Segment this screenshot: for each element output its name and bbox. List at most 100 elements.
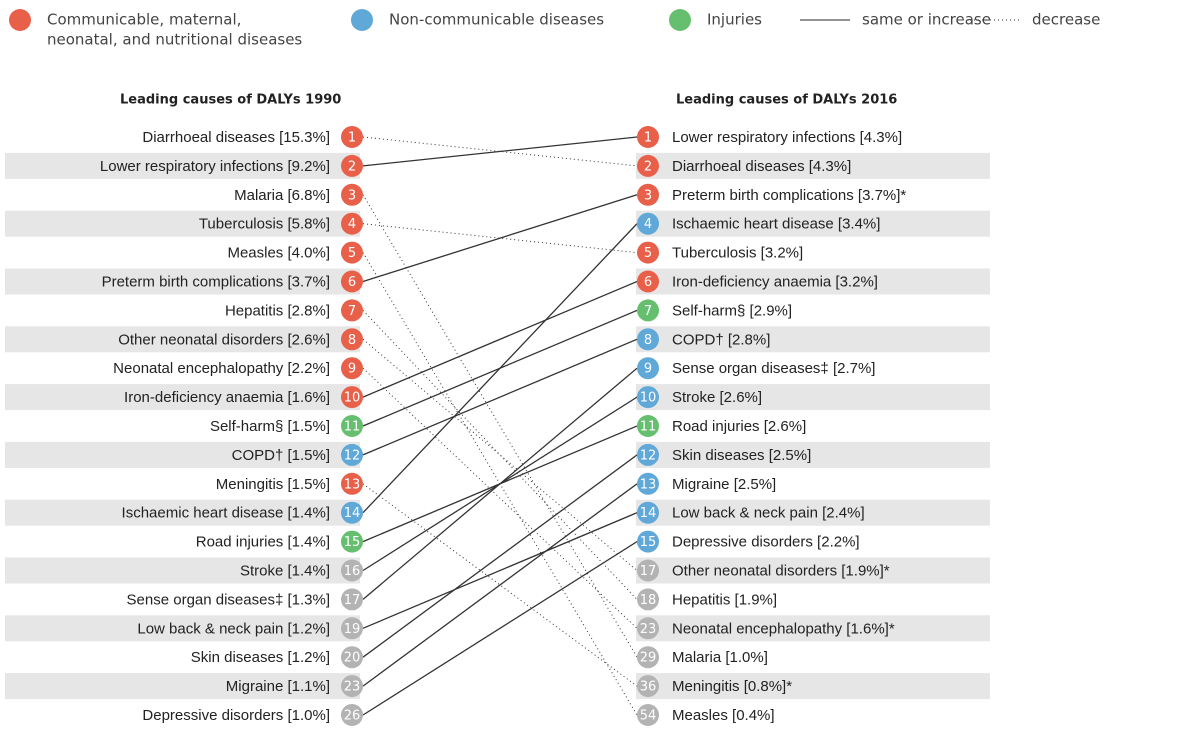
rank-number: 14 bbox=[640, 506, 657, 521]
row-stripe bbox=[5, 152, 360, 179]
row-stripe bbox=[5, 326, 360, 353]
row-label: Low back & neck pain [1.2%] bbox=[137, 620, 330, 637]
rank-badge bbox=[637, 704, 659, 726]
rank-number: 3 bbox=[348, 188, 356, 203]
rank-number: 15 bbox=[640, 535, 657, 550]
rank-badge bbox=[341, 415, 363, 437]
rank-number: 20 bbox=[344, 651, 361, 666]
rank-badge bbox=[341, 501, 363, 524]
rank-number: 11 bbox=[344, 420, 361, 435]
row-label: Stroke [1.4%] bbox=[240, 562, 330, 579]
row-stripe bbox=[5, 441, 360, 468]
row-label: Other neonatal disorders [2.6%] bbox=[118, 331, 330, 348]
row-label: Other neonatal disorders [1.9%]* bbox=[672, 562, 890, 579]
links bbox=[362, 136, 638, 716]
rank-badge bbox=[637, 530, 659, 553]
row-label: Sense organ diseases‡ [1.3%] bbox=[127, 591, 330, 608]
rank-number: 8 bbox=[348, 333, 356, 348]
rank-number: 54 bbox=[640, 709, 657, 724]
rank-number: 13 bbox=[640, 477, 657, 492]
row-stripe bbox=[636, 441, 990, 468]
row-stripe bbox=[5, 673, 360, 700]
row-label: Self-harm§ [1.5%] bbox=[210, 418, 330, 435]
row-stripe bbox=[636, 384, 990, 411]
row-label: Preterm birth complications [3.7%] bbox=[102, 273, 330, 290]
rank-number: 8 bbox=[644, 333, 652, 348]
rank-badge bbox=[341, 154, 363, 177]
row-stripe bbox=[636, 615, 990, 642]
rank-number: 2 bbox=[644, 159, 652, 174]
row-label: Lower respiratory infections [9.2%] bbox=[100, 158, 330, 175]
rank-badge bbox=[341, 126, 363, 148]
rank-badge bbox=[637, 183, 659, 206]
link bbox=[362, 454, 638, 658]
row-label: Sense organ diseases‡ [2.7%] bbox=[672, 360, 875, 377]
rank-badge bbox=[341, 270, 363, 293]
row-stripe bbox=[5, 499, 360, 526]
rank-number: 1 bbox=[348, 131, 356, 146]
rank-badge bbox=[341, 299, 363, 322]
row-label: Self-harm§ [2.9%] bbox=[672, 302, 792, 319]
rank-badge bbox=[637, 415, 659, 437]
rank-badge bbox=[637, 212, 659, 235]
legend-label: decrease bbox=[1032, 11, 1100, 29]
rank-badge bbox=[637, 675, 659, 698]
row-stripe bbox=[636, 673, 990, 700]
row-label: Lower respiratory infections [4.3%] bbox=[672, 129, 902, 146]
row-label: Meningitis [0.8%]* bbox=[672, 678, 792, 695]
row-stripe bbox=[636, 557, 990, 584]
row-label: Neonatal encephalopathy [1.6%]* bbox=[672, 620, 895, 637]
rank-badge bbox=[341, 328, 363, 351]
row-stripe bbox=[636, 326, 990, 353]
row-label: Ischaemic heart disease [1.4%] bbox=[122, 505, 330, 522]
rank-badge bbox=[341, 443, 363, 466]
row-stripe bbox=[636, 152, 990, 179]
row-label: Meningitis [1.5%] bbox=[216, 476, 330, 493]
row-label: Tuberculosis [5.8%] bbox=[199, 216, 330, 233]
rank-number: 10 bbox=[344, 391, 361, 406]
link bbox=[362, 512, 638, 629]
rank-badge bbox=[341, 212, 363, 235]
row-label: Road injuries [2.6%] bbox=[672, 418, 806, 435]
legend-swatch bbox=[9, 9, 31, 31]
rank-badge bbox=[637, 443, 659, 466]
rank-number: 4 bbox=[348, 217, 356, 232]
rank-badge bbox=[341, 559, 363, 582]
row-label: Hepatitis [2.8%] bbox=[225, 302, 330, 319]
row-label: Diarrhoeal diseases [4.3%] bbox=[672, 158, 851, 175]
row-label: Tuberculosis [3.2%] bbox=[672, 245, 803, 262]
link bbox=[362, 483, 638, 687]
legend-label: Communicable, maternal, bbox=[47, 11, 241, 29]
stripes bbox=[5, 152, 990, 700]
rank-number: 13 bbox=[344, 477, 361, 492]
rank-badge bbox=[341, 530, 363, 553]
rank-badge bbox=[637, 588, 659, 611]
rank-number: 10 bbox=[640, 391, 657, 406]
legend-label: same or increase bbox=[862, 11, 991, 29]
rank-number: 4 bbox=[644, 217, 652, 232]
row-stripe bbox=[5, 557, 360, 584]
row-label: Measles [4.0%] bbox=[227, 245, 330, 262]
rank-badge bbox=[637, 472, 659, 495]
rank-number: 6 bbox=[644, 275, 652, 290]
row-label: Hepatitis [1.9%] bbox=[672, 591, 777, 608]
row-label: Migraine [2.5%] bbox=[672, 476, 776, 493]
rank-number: 15 bbox=[344, 535, 361, 550]
row-label: COPD† [1.5%] bbox=[232, 447, 330, 464]
row-label: Road injuries [1.4%] bbox=[196, 534, 330, 551]
rank-badge bbox=[637, 559, 659, 582]
row-stripe bbox=[5, 210, 360, 237]
link bbox=[362, 541, 638, 716]
row-stripe bbox=[636, 268, 990, 295]
row-label: Malaria [6.8%] bbox=[234, 187, 330, 204]
legend-swatch bbox=[351, 9, 373, 31]
rank-badge bbox=[341, 646, 363, 669]
rank-number: 5 bbox=[644, 246, 652, 261]
rank-badge bbox=[341, 617, 363, 640]
row-label: Migraine [1.1%] bbox=[226, 678, 330, 695]
rank-number: 2 bbox=[348, 159, 356, 174]
row-label: Iron-deficiency anaemia [3.2%] bbox=[672, 273, 878, 290]
link bbox=[362, 338, 638, 571]
row-label: Diarrhoeal diseases [15.3%] bbox=[142, 129, 330, 146]
